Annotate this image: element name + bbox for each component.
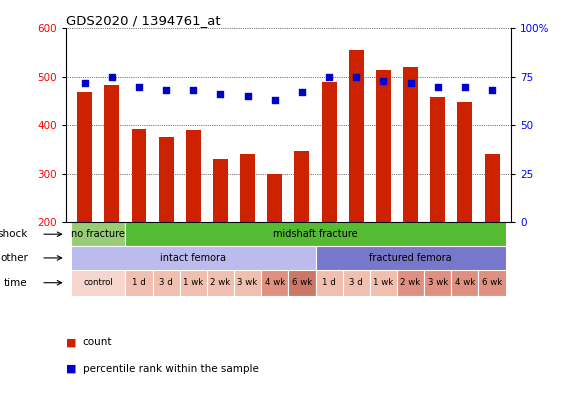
- Bar: [343, 270, 370, 296]
- Text: control: control: [83, 278, 113, 287]
- Bar: [267, 174, 282, 222]
- Point: [433, 83, 443, 90]
- Point: [189, 87, 198, 94]
- Bar: [71, 246, 316, 270]
- Text: 1 d: 1 d: [322, 278, 336, 287]
- Bar: [131, 129, 146, 222]
- Bar: [71, 222, 126, 246]
- Bar: [316, 246, 505, 270]
- Bar: [376, 70, 391, 222]
- Point: [270, 97, 279, 103]
- Bar: [180, 270, 207, 296]
- Text: ■: ■: [66, 337, 76, 347]
- Point: [80, 79, 89, 86]
- Bar: [316, 270, 343, 296]
- Text: 3 d: 3 d: [349, 278, 363, 287]
- Bar: [126, 222, 505, 246]
- Bar: [288, 270, 316, 296]
- Bar: [370, 270, 397, 296]
- Point: [107, 74, 116, 80]
- Bar: [478, 270, 505, 296]
- Bar: [152, 270, 180, 296]
- Text: 2 wk: 2 wk: [210, 278, 231, 287]
- Text: fractured femora: fractured femora: [369, 253, 452, 263]
- Text: 1 wk: 1 wk: [373, 278, 393, 287]
- Point: [406, 79, 415, 86]
- Bar: [213, 159, 228, 222]
- Bar: [240, 154, 255, 222]
- Text: 1 d: 1 d: [132, 278, 146, 287]
- Point: [352, 74, 361, 80]
- Bar: [485, 154, 500, 222]
- Point: [297, 89, 307, 96]
- Bar: [261, 270, 288, 296]
- Text: 3 d: 3 d: [159, 278, 173, 287]
- Bar: [397, 270, 424, 296]
- Bar: [403, 67, 418, 222]
- Point: [488, 87, 497, 94]
- Bar: [234, 270, 261, 296]
- Text: time: time: [4, 278, 28, 288]
- Text: 6 wk: 6 wk: [482, 278, 502, 287]
- Text: GDS2020 / 1394761_at: GDS2020 / 1394761_at: [66, 14, 220, 27]
- Bar: [186, 130, 201, 222]
- Text: 6 wk: 6 wk: [292, 278, 312, 287]
- Bar: [207, 270, 234, 296]
- Bar: [71, 270, 126, 296]
- Bar: [126, 270, 152, 296]
- Bar: [457, 102, 472, 222]
- Bar: [321, 82, 336, 222]
- Bar: [431, 97, 445, 222]
- Bar: [159, 137, 174, 222]
- Text: no fracture: no fracture: [71, 229, 125, 239]
- Bar: [349, 50, 364, 222]
- Text: percentile rank within the sample: percentile rank within the sample: [83, 364, 259, 373]
- Text: other: other: [0, 253, 28, 263]
- Point: [379, 77, 388, 84]
- Point: [324, 74, 333, 80]
- Point: [162, 87, 171, 94]
- Bar: [424, 270, 451, 296]
- Text: ■: ■: [66, 364, 76, 373]
- Bar: [295, 151, 309, 222]
- Text: 4 wk: 4 wk: [455, 278, 475, 287]
- Text: count: count: [83, 337, 112, 347]
- Point: [460, 83, 469, 90]
- Bar: [77, 92, 92, 222]
- Text: 1 wk: 1 wk: [183, 278, 203, 287]
- Text: intact femora: intact femora: [160, 253, 226, 263]
- Text: midshaft fracture: midshaft fracture: [273, 229, 358, 239]
- Text: 3 wk: 3 wk: [238, 278, 258, 287]
- Text: 2 wk: 2 wk: [400, 278, 421, 287]
- Point: [134, 83, 143, 90]
- Point: [216, 91, 225, 98]
- Bar: [104, 85, 119, 222]
- Bar: [451, 270, 478, 296]
- Text: 4 wk: 4 wk: [264, 278, 285, 287]
- Text: 3 wk: 3 wk: [428, 278, 448, 287]
- Point: [243, 93, 252, 100]
- Text: shock: shock: [0, 229, 28, 239]
